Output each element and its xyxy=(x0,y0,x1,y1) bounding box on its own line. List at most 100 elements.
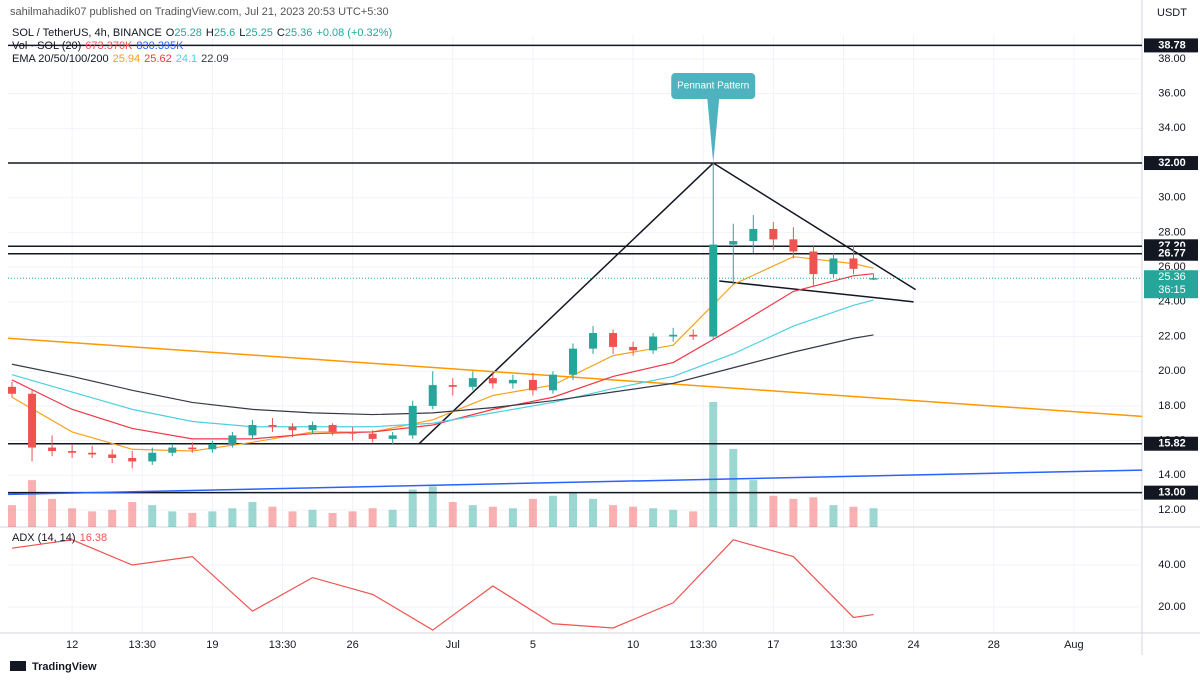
candle-body xyxy=(188,447,197,450)
ema-line xyxy=(11,334,874,416)
y-tick-label: 14.00 xyxy=(1158,469,1186,481)
level-label-box xyxy=(1144,38,1198,53)
volume-bar xyxy=(468,505,477,527)
volume-bar xyxy=(388,509,397,527)
price-legend-part: 25.36 xyxy=(285,27,313,39)
volume-bar xyxy=(268,506,277,527)
brand-logo xyxy=(10,661,26,671)
volume-bar xyxy=(8,505,17,527)
candle-body xyxy=(108,454,117,458)
volume-bar xyxy=(108,509,117,527)
x-tick-label: 13:30 xyxy=(269,639,297,651)
volume-bar xyxy=(248,502,257,527)
candle-body xyxy=(508,379,517,384)
candle-body xyxy=(568,348,577,375)
candle-body xyxy=(428,385,437,406)
volume-bar xyxy=(849,506,858,527)
level-label: 15.82 xyxy=(1158,438,1186,450)
x-tick-label: Jul xyxy=(446,639,460,651)
candle-body xyxy=(348,431,357,434)
candle-body xyxy=(208,444,217,450)
volume-bar xyxy=(88,511,97,527)
candle-body xyxy=(709,244,718,337)
x-tick-label: 26 xyxy=(346,639,358,651)
volume-bar xyxy=(28,480,37,527)
callout-text: Pennant Pattern xyxy=(677,81,749,92)
ema-legend-part: 25.62 xyxy=(144,53,172,65)
y-tick-label: 24.00 xyxy=(1158,296,1186,308)
candle-body xyxy=(629,346,638,351)
candle-body xyxy=(488,378,497,384)
brand: TradingView xyxy=(32,661,97,673)
volume-bar xyxy=(609,505,618,527)
level-label: 13.00 xyxy=(1158,487,1186,499)
x-tick-label: 13:30 xyxy=(128,639,156,651)
volume-legend-part: Vol · SOL (20) xyxy=(12,40,81,52)
volume-bar xyxy=(568,492,577,527)
volume-bar xyxy=(729,448,738,527)
volume-bar xyxy=(528,498,537,527)
volume-legend-part: 830.395K xyxy=(136,40,184,52)
candle-body xyxy=(649,336,658,351)
last-price-label: 25.36 xyxy=(1158,271,1186,283)
volume-bar xyxy=(488,506,497,527)
ema-legend-part: 22.09 xyxy=(201,53,229,65)
y-tick-label: 34.00 xyxy=(1158,122,1186,134)
x-tick-label: 19 xyxy=(206,639,218,651)
level-label-box xyxy=(1144,246,1198,261)
trend-line xyxy=(712,162,916,291)
volume-bar xyxy=(168,511,177,527)
level-label-box xyxy=(1144,436,1198,451)
volume-bar xyxy=(448,502,457,527)
callout-pointer xyxy=(707,98,720,164)
y-tick-label: 30.00 xyxy=(1158,192,1186,204)
volume-bar xyxy=(629,506,638,527)
y-tick-label: 38.00 xyxy=(1158,53,1186,65)
volume-bar xyxy=(428,486,437,527)
level-label: 32.00 xyxy=(1158,157,1186,169)
candle-body xyxy=(148,452,157,462)
x-tick-label: 28 xyxy=(988,639,1000,651)
level-label: 26.77 xyxy=(1158,248,1186,260)
volume-bar xyxy=(829,505,838,527)
volume-bar xyxy=(809,497,818,527)
ema-line xyxy=(11,256,874,452)
candle-body xyxy=(548,374,557,391)
candle-body xyxy=(829,258,838,275)
x-tick-label: 13:30 xyxy=(689,639,717,651)
price-legend-part: O xyxy=(166,27,175,39)
volume-bar xyxy=(348,511,357,527)
volume-bar xyxy=(769,495,778,527)
volume-bar xyxy=(548,495,557,527)
x-tick-label: Aug xyxy=(1064,639,1084,651)
candle-body xyxy=(88,452,97,455)
ema-line xyxy=(11,299,874,428)
ema-legend: EMA 20/50/100/200 25.94 25.62 24.1 22.09 xyxy=(12,53,229,65)
candle-body xyxy=(228,435,237,445)
candle-body xyxy=(729,241,738,245)
adx-legend-part: ADX (14, 14) xyxy=(12,532,76,544)
volume-bar xyxy=(68,508,77,527)
volume-bar xyxy=(208,511,217,527)
publisher: sahilmahadik07 published on TradingView.… xyxy=(10,6,389,18)
price-legend-part: 25.25 xyxy=(245,27,273,39)
x-tick-label: 5 xyxy=(530,639,536,651)
price-legend-part: 25.28 xyxy=(174,27,202,39)
candle-body xyxy=(68,451,77,453)
volume-bar xyxy=(669,509,678,527)
candle-body xyxy=(849,258,858,269)
y-tick-label: 20.00 xyxy=(1158,365,1186,377)
candle-body xyxy=(669,334,678,337)
candle-body xyxy=(368,433,377,439)
candle-body xyxy=(408,405,417,436)
x-tick-label: 24 xyxy=(907,639,919,651)
volume-bar xyxy=(649,508,658,527)
x-tick-label: 13:30 xyxy=(830,639,858,651)
volume-bar xyxy=(869,508,878,527)
level-label-box xyxy=(1144,156,1198,171)
ema-legend-part: 25.94 xyxy=(113,53,141,65)
y-tick-label: 36.00 xyxy=(1158,88,1186,100)
last-price-box xyxy=(1144,270,1198,299)
